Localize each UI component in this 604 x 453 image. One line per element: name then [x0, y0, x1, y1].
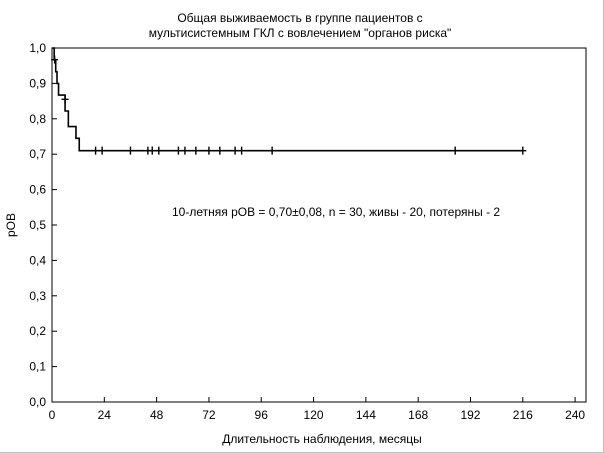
censored-mark: [51, 55, 59, 64]
chart-title-line2: мультисистемным ГКЛ с вовлечением "орган…: [149, 26, 452, 40]
y-tick-label: 0,3: [29, 289, 46, 303]
y-tick-label: 0,6: [29, 183, 46, 197]
censored-mark: [268, 146, 276, 155]
y-axis-label: pОВ: [4, 213, 18, 237]
x-tick-label: 144: [356, 408, 376, 422]
x-tick-label: 48: [150, 408, 164, 422]
x-tick-label: 0: [49, 408, 56, 422]
x-tick-label: 96: [255, 408, 269, 422]
censored-mark: [174, 146, 182, 155]
censored-mark: [92, 146, 100, 155]
censored-mark: [98, 146, 106, 155]
censored-mark: [148, 146, 156, 155]
y-tick-label: 0,2: [29, 324, 46, 338]
annotation: 10-летняя pОВ = 0,70±0,08, n = 30, живы …: [172, 205, 500, 219]
y-tick-label: 1,0: [29, 41, 46, 55]
x-axis: 0 24 48 72 96 120 144 168 192 216 240: [49, 397, 585, 422]
y-tick-label: 0,8: [29, 112, 46, 126]
censored-mark: [181, 146, 189, 155]
chart-title-line1: Общая выживаемость в группе пациентов с: [177, 11, 422, 25]
x-axis-label: Длительность наблюдения, месяцы: [222, 432, 422, 446]
censored-mark: [519, 146, 527, 155]
x-tick-label: 216: [513, 408, 533, 422]
censored-mark: [61, 95, 69, 104]
y-tick-label: 0,7: [29, 147, 46, 161]
x-tick-label: 168: [408, 408, 428, 422]
censored-mark: [451, 146, 459, 155]
y-tick-label: 0,1: [29, 360, 46, 374]
y-tick-label: 0,9: [29, 76, 46, 90]
survival-curve-group: [51, 47, 527, 155]
x-tick-label: 240: [565, 408, 585, 422]
x-tick-label: 120: [304, 408, 324, 422]
y-tick-label: 0,4: [29, 253, 46, 267]
x-tick-label: 72: [202, 408, 216, 422]
censored-mark: [155, 146, 163, 155]
censored-mark: [231, 146, 239, 155]
censored-mark: [126, 146, 134, 155]
y-tick-label: 0,0: [29, 395, 46, 409]
x-tick-label: 192: [460, 408, 480, 422]
censored-mark: [192, 146, 200, 155]
plot-area: [51, 47, 587, 403]
censored-mark: [205, 146, 213, 155]
survival-step-line: [52, 47, 523, 152]
y-tick-label: 0,5: [29, 218, 46, 232]
censored-mark: [216, 146, 224, 155]
y-axis: 0,0 0,1 0,2 0,3 0,4 0,5 0,6 0,7 0,8 0,9 1,0: [29, 41, 57, 409]
censored-mark: [238, 146, 246, 155]
x-tick-label: 24: [98, 408, 112, 422]
